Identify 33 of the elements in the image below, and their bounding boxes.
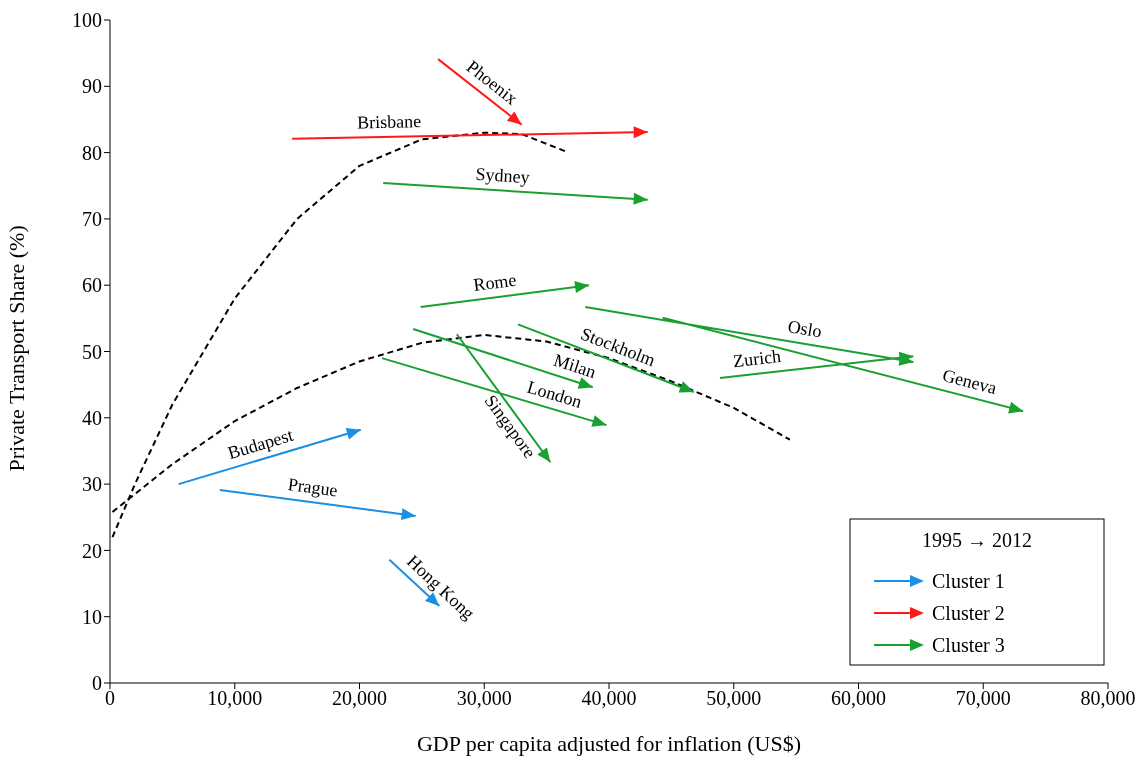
y-tick-label: 80 bbox=[82, 141, 102, 164]
y-tick-label: 70 bbox=[82, 208, 102, 230]
y-tick-label: 100 bbox=[72, 9, 102, 32]
annotation: Brisbane bbox=[356, 111, 422, 133]
y-tick-label: 40 bbox=[82, 406, 102, 429]
x-tick-label: 30,000 bbox=[456, 687, 512, 710]
y-tick-label: 50 bbox=[82, 340, 102, 363]
annotation: Geneva bbox=[940, 364, 999, 399]
x-tick-label: 70,000 bbox=[955, 687, 1011, 710]
x-tick-label: 20,000 bbox=[332, 687, 387, 710]
y-tick-label: 20 bbox=[82, 539, 102, 562]
x-tick-label: 60,000 bbox=[831, 687, 886, 710]
legend-label: Cluster 1 bbox=[932, 570, 1005, 592]
legend-title: 1995 → 2012 bbox=[922, 529, 1032, 551]
legend-label: Cluster 2 bbox=[932, 602, 1005, 624]
y-tick-label: 10 bbox=[82, 605, 102, 628]
y-tick-label: 60 bbox=[82, 274, 102, 297]
annotation: Sydney bbox=[475, 163, 531, 188]
annotation: Prague bbox=[286, 474, 339, 501]
x-tick-label: 10,000 bbox=[207, 687, 263, 710]
annotation: Zurich bbox=[732, 345, 782, 372]
annotation: Budapest bbox=[225, 424, 296, 464]
annotation: Rome bbox=[472, 269, 518, 296]
annotation: Oslo bbox=[786, 316, 824, 342]
x-tick-label: 50,000 bbox=[706, 687, 762, 710]
y-tick-label: 30 bbox=[82, 473, 102, 496]
y-tick-label: 90 bbox=[82, 75, 102, 98]
x-tick-label: 80,000 bbox=[1080, 687, 1136, 710]
y-tick-label: 0 bbox=[92, 672, 102, 695]
x-tick-label: 40,000 bbox=[581, 687, 637, 710]
y-axis-title: Private Transport Share (%) bbox=[3, 225, 29, 472]
x-axis-title: GDP per capita adjusted for inflation (US$) bbox=[416, 731, 802, 756]
legend-label: Cluster 3 bbox=[932, 634, 1005, 656]
